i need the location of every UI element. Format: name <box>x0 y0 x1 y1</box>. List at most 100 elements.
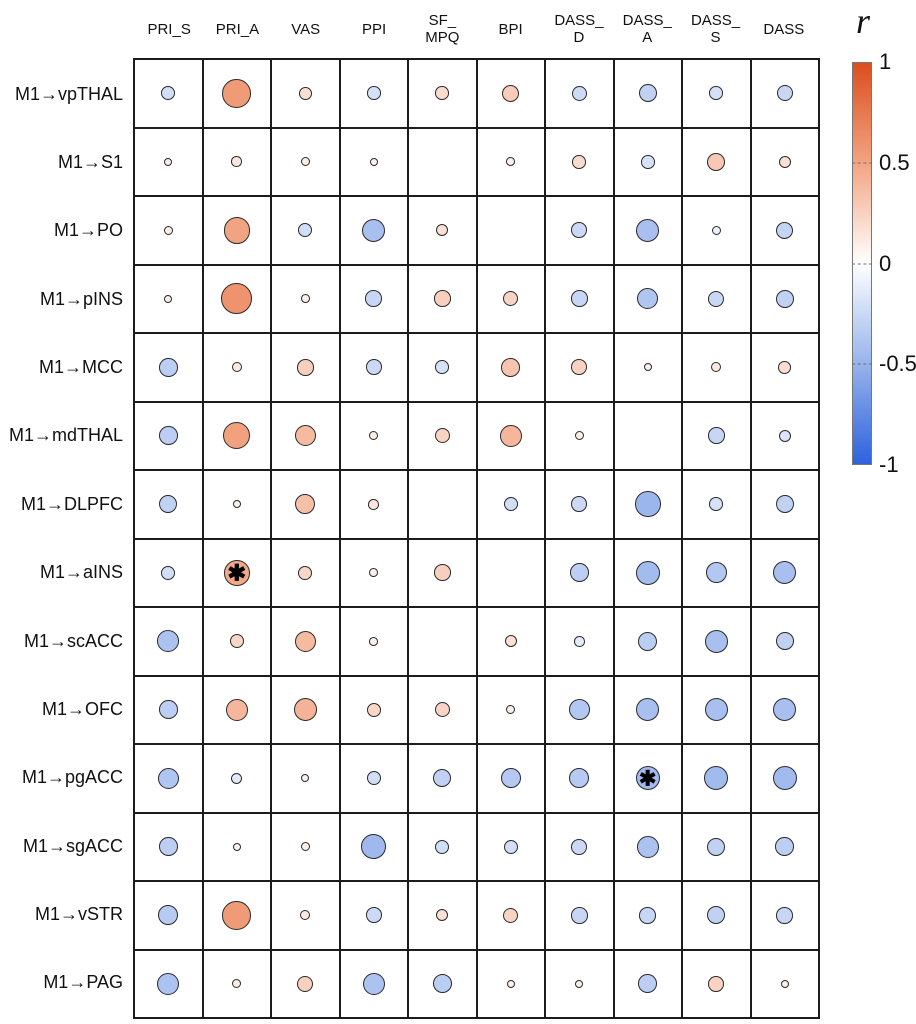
matrix-cell <box>683 60 750 127</box>
correlation-dot <box>707 427 725 445</box>
matrix-cell: ✱ <box>203 539 270 606</box>
correlation-dot <box>361 834 387 860</box>
correlation-dot <box>639 906 657 924</box>
correlation-dot <box>298 223 313 238</box>
correlation-dot <box>499 424 522 447</box>
matrix-cell <box>546 745 613 812</box>
correlation-dot <box>435 86 450 101</box>
matrix-cell <box>751 882 818 949</box>
matrix-cell <box>340 334 407 401</box>
matrix-cell <box>409 608 476 675</box>
correlation-dot <box>637 288 659 310</box>
matrix-cell <box>272 334 339 401</box>
matrix-cell <box>135 334 202 401</box>
correlation-dot <box>365 290 383 308</box>
matrix-cell <box>135 676 202 743</box>
correlation-dot <box>164 294 173 303</box>
correlation-dot <box>232 842 241 851</box>
correlation-dot <box>432 974 452 994</box>
correlation-dot <box>711 362 722 373</box>
correlation-dot <box>366 702 381 717</box>
correlation-dot <box>574 431 584 441</box>
correlation-dot <box>222 78 252 108</box>
correlation-dot <box>434 428 450 444</box>
correlation-dot <box>161 565 176 580</box>
correlation-dot <box>778 429 791 442</box>
correlation-dot <box>365 907 382 924</box>
correlation-dot <box>636 218 660 242</box>
correlation-dot <box>300 910 311 921</box>
correlation-dot <box>300 157 310 167</box>
matrix-cell <box>683 745 750 812</box>
correlation-dot <box>298 565 313 580</box>
matrix-cell <box>340 539 407 606</box>
matrix-cell <box>135 950 202 1017</box>
matrix-cell <box>614 197 681 264</box>
matrix-cell <box>409 60 476 127</box>
colorbar-tick-label: 0 <box>879 250 892 276</box>
correlation-dot <box>708 290 725 307</box>
correlation-matrix: ✱ ✱ <box>133 58 820 1019</box>
correlation-dot <box>773 698 797 722</box>
correlation-dot <box>506 979 515 988</box>
correlation-dot <box>501 357 521 377</box>
column-headers: PRI_S PRI_A VAS PPI SF_ MPQ BPI DASS_ D DASS_ A… <box>133 4 820 56</box>
correlation-dot <box>571 838 588 855</box>
matrix-cell <box>135 265 202 332</box>
correlation-dot <box>229 634 244 649</box>
matrix-cell <box>340 471 407 538</box>
correlation-dot <box>225 698 248 721</box>
correlation-dot <box>503 497 518 512</box>
matrix-cell <box>477 265 544 332</box>
matrix-cell <box>477 608 544 675</box>
matrix-cell <box>614 60 681 127</box>
correlation-dot <box>164 157 173 166</box>
column-header: PRI_A <box>215 20 260 38</box>
matrix-cell <box>203 676 270 743</box>
matrix-cell <box>751 128 818 195</box>
colorbar: 1 0.5 0 -0.5 -1 <box>852 49 916 477</box>
matrix-cell <box>546 950 613 1017</box>
correlation-dot <box>223 422 251 450</box>
matrix-cell <box>135 882 202 949</box>
matrix-cell <box>477 334 544 401</box>
correlation-dot <box>159 495 178 514</box>
row-label: M1→aINS <box>39 562 123 583</box>
matrix-cell <box>477 950 544 1017</box>
matrix-cell <box>203 882 270 949</box>
correlation-dot <box>569 563 589 583</box>
correlation-dot <box>433 290 451 308</box>
correlation-dot <box>780 979 789 988</box>
correlation-dot <box>640 154 655 169</box>
matrix-cell <box>203 265 270 332</box>
correlation-dot <box>636 835 659 858</box>
matrix-cell <box>203 60 270 127</box>
matrix-cell <box>546 539 613 606</box>
correlation-dot <box>705 562 727 584</box>
colorbar-tick-label: 1 <box>879 49 892 74</box>
matrix-cell <box>409 882 476 949</box>
correlation-dot <box>709 497 724 512</box>
correlation-dot <box>571 496 588 513</box>
matrix-cell <box>546 128 613 195</box>
matrix-cell <box>340 882 407 949</box>
correlation-dot: ✱ <box>635 766 660 791</box>
correlation-dot <box>643 363 652 372</box>
matrix-cell <box>751 539 818 606</box>
correlation-dot <box>704 766 729 791</box>
matrix-cell <box>683 471 750 538</box>
row-label: M1→PAG <box>43 972 123 993</box>
matrix-cell <box>272 471 339 538</box>
correlation-dot <box>157 630 180 653</box>
matrix-cell <box>340 128 407 195</box>
correlation-dot <box>570 906 588 924</box>
correlation-dot <box>296 358 314 376</box>
row-label: M1→MCC <box>39 357 123 378</box>
matrix-cell <box>683 882 750 949</box>
correlation-dot <box>573 635 585 647</box>
row-label: M1→OFC <box>42 698 123 719</box>
correlation-dot <box>636 698 660 722</box>
matrix-cell <box>477 197 544 264</box>
matrix-cell <box>546 608 613 675</box>
matrix-cell <box>614 334 681 401</box>
